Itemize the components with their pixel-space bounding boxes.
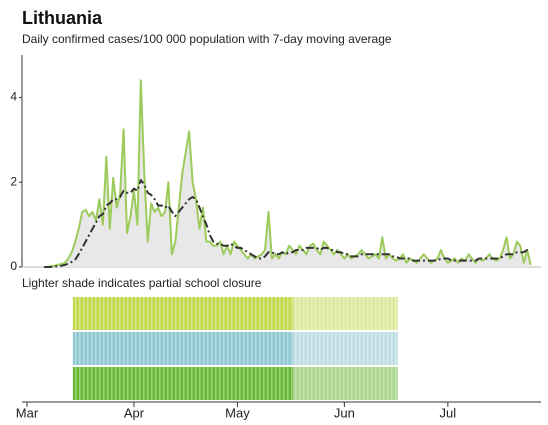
x-tick-label: Jul — [440, 405, 457, 420]
closure-partial — [292, 297, 398, 330]
chart-subtitle: Daily confirmed cases/100 000 population… — [22, 32, 392, 46]
closure-partial — [292, 367, 398, 400]
x-tick-label: Apr — [124, 405, 145, 420]
area — [44, 80, 531, 268]
closure-full — [72, 297, 293, 330]
y-tick-label: 2 — [10, 174, 17, 188]
closure-full — [72, 332, 293, 365]
y-tick-label: 4 — [10, 90, 17, 104]
x-tick-label: May — [225, 405, 250, 420]
moving-average-line — [44, 179, 531, 268]
x-tick-label: Jun — [334, 405, 355, 420]
daily-line — [44, 79, 532, 268]
closure-full — [72, 367, 293, 400]
x-tick-label: Mar — [16, 405, 39, 420]
y-tick-label: 0 — [10, 259, 17, 273]
closure-note: Lighter shade indicates partial school c… — [22, 276, 262, 290]
chart-title: Lithuania — [22, 8, 103, 28]
closure-partial — [292, 332, 398, 365]
